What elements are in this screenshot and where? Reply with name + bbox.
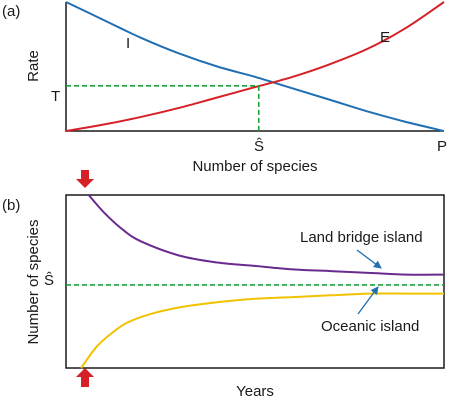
extinction-curve bbox=[65, 1, 445, 132]
start-arrow-up bbox=[76, 368, 94, 387]
y-tick-S-hat-b: Ŝ bbox=[44, 272, 54, 289]
annotation-oceanic-island: Oceanic island bbox=[321, 318, 419, 335]
oceanic-island-curve bbox=[80, 292, 444, 369]
x-tick-P: P bbox=[437, 138, 447, 155]
callout-arrow-land-bridge bbox=[356, 249, 382, 269]
panel-b: (b) Land bridge island Oceanic island Ŝ … bbox=[2, 170, 445, 400]
panel-a: (a) I E T Ŝ P Number of species Rate bbox=[2, 1, 447, 175]
annotation-land-bridge-island: Land bridge island bbox=[300, 229, 423, 246]
y-axis-label-b: Number of species bbox=[25, 219, 42, 344]
series-label-immigration: I bbox=[126, 35, 130, 52]
panel-a-label: (a) bbox=[2, 3, 20, 20]
land-bridge-island-curve bbox=[87, 194, 445, 276]
series-label-extinction: E bbox=[380, 29, 390, 46]
immigration-curve bbox=[65, 1, 445, 132]
x-axis-label-a: Number of species bbox=[192, 158, 317, 175]
panel-a-axes bbox=[65, 2, 444, 132]
y-axis-label-a: Rate bbox=[25, 50, 42, 82]
callout-arrow-oceanic bbox=[357, 286, 379, 315]
x-tick-S-hat: Ŝ bbox=[254, 138, 264, 155]
x-axis-label-b: Years bbox=[236, 383, 274, 400]
panel-b-label: (b) bbox=[2, 197, 20, 214]
panel-b-frame bbox=[65, 194, 445, 369]
start-arrow-down bbox=[76, 170, 94, 188]
y-tick-T: T bbox=[51, 88, 60, 105]
